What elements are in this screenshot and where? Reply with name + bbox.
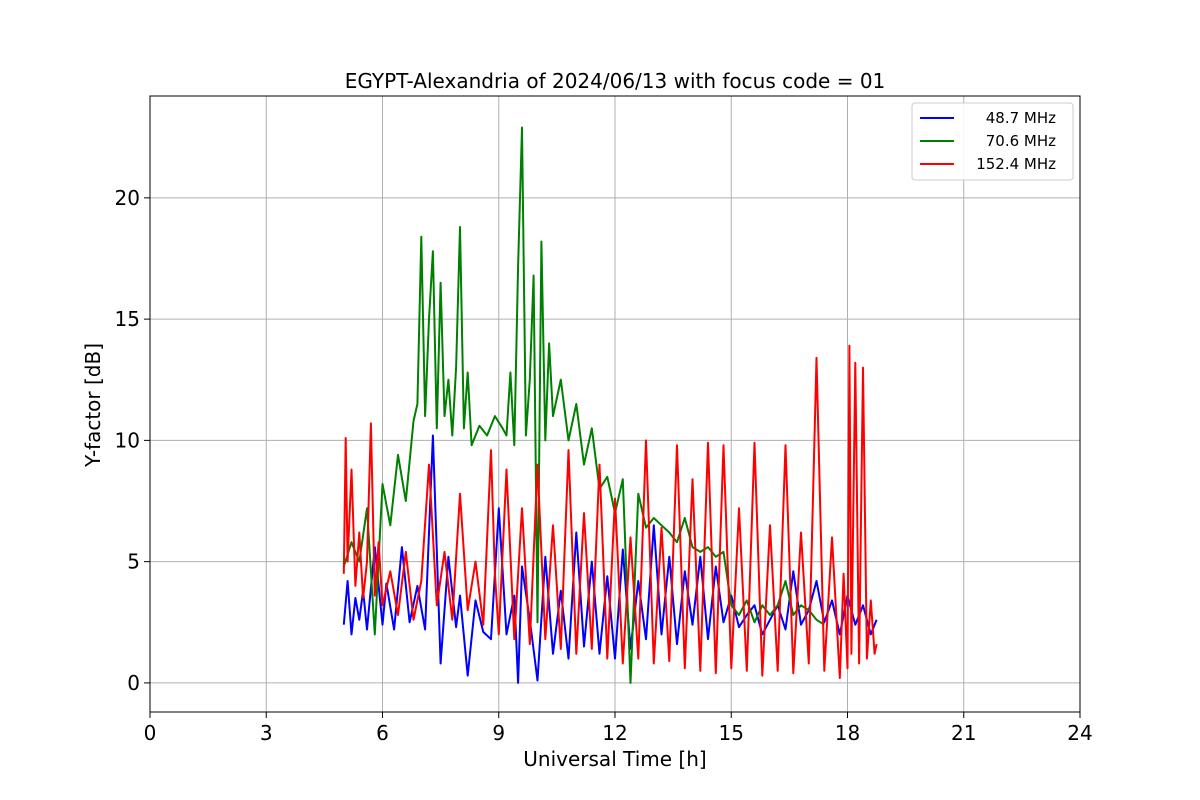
x-axis-ticks: 0 3 6 9 12 15 18 21 24 (144, 712, 1093, 745)
legend-box (911, 102, 1074, 181)
x-tick-label: 24 (1067, 721, 1092, 745)
y-axis-ticks: 0 5 10 15 20 (115, 186, 150, 695)
legend: 48.7 MHz 70.6 MHz 152.4 MHz (911, 102, 1074, 181)
y-tick-label: 10 (115, 428, 140, 452)
x-tick-label: 12 (602, 721, 627, 745)
y-tick-label: 15 (115, 307, 140, 331)
x-tick-label: 21 (951, 721, 976, 745)
y-tick-label: 0 (127, 671, 140, 695)
x-tick-label: 15 (719, 721, 744, 745)
x-axis-label: Universal Time [h] (523, 747, 706, 771)
x-tick-label: 18 (835, 721, 860, 745)
y-tick-label: 5 (127, 550, 140, 574)
y-axis-label: Y-factor [dB] (81, 343, 105, 468)
x-tick-label: 3 (260, 721, 273, 745)
plot-series (342, 126, 878, 684)
chart-title: EGYPT-Alexandria of 2024/06/13 with focu… (345, 69, 886, 93)
x-tick-label: 9 (492, 721, 505, 745)
x-tick-label: 0 (144, 721, 157, 745)
legend-label: 70.6 MHz (986, 132, 1056, 150)
legend-label: 152.4 MHz (976, 155, 1056, 173)
series-line-2 (342, 126, 825, 684)
legend-label: 48.7 MHz (986, 109, 1056, 127)
y-tick-label: 20 (115, 186, 140, 210)
x-tick-label: 6 (376, 721, 389, 745)
series-line-3 (342, 344, 878, 679)
